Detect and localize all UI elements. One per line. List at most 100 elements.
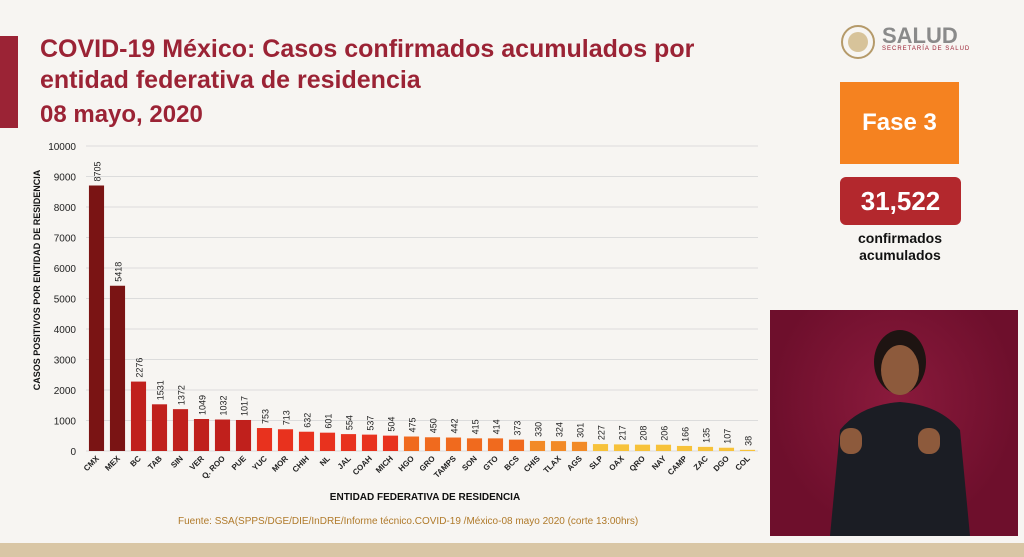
bar [529, 440, 546, 451]
value-label: 373 [513, 421, 523, 436]
value-label: 713 [282, 410, 292, 425]
value-label: 1049 [198, 395, 208, 415]
value-label: 206 [660, 426, 670, 441]
bar [214, 419, 231, 451]
bar [655, 444, 672, 451]
x-tick-label: PUE [230, 454, 248, 472]
value-label: 107 [723, 429, 733, 444]
source-note: Fuente: SSA(SPPS/DGE/DIE/InDRE/Informe t… [178, 516, 639, 527]
x-tick-label: CMX [82, 454, 101, 473]
value-label: 217 [618, 425, 628, 440]
x-tick-label: GTO [481, 454, 500, 473]
x-tick-label: ZAC [692, 454, 710, 472]
value-label: 1372 [177, 385, 187, 405]
bar [235, 419, 252, 451]
y-tick-label: 3000 [54, 356, 77, 367]
bar [676, 445, 693, 451]
value-label: 504 [387, 417, 397, 432]
value-label: 414 [492, 419, 502, 434]
x-tick-label: SLP [588, 454, 606, 472]
interpreter-silhouette-icon [830, 330, 970, 536]
title-line-1: COVID-19 México: Casos confirmados acumu… [40, 35, 695, 63]
bar [382, 435, 399, 451]
x-tick-label: AGS [565, 454, 584, 473]
bar [718, 447, 735, 451]
y-axis-label: CASOS POSITIVOS POR ENTIDAD DE RESIDENCI… [32, 169, 42, 390]
y-tick-label: 5000 [54, 295, 77, 306]
bar [613, 444, 630, 451]
bar [277, 429, 294, 451]
y-axis-ticks: 0 1000 2000 3000 4000 5000 6000 7000 8000 9000 100… [48, 142, 76, 458]
y-tick-label: 4000 [54, 325, 77, 336]
bar [634, 444, 651, 451]
bar [445, 437, 462, 451]
cases-bar-chart: 0 1000 2000 3000 4000 5000 6000 7000 8000 9000 100… [32, 142, 758, 503]
value-label: 8705 [93, 161, 103, 181]
bar [571, 441, 588, 451]
y-tick-label: 9000 [54, 173, 77, 184]
value-label: 450 [429, 418, 439, 433]
bar [424, 437, 441, 451]
total-cases-label: confirmados acumulados [840, 230, 960, 264]
bar [466, 438, 483, 451]
value-label: 537 [366, 416, 376, 431]
value-label: 208 [639, 426, 649, 441]
value-label: 753 [261, 409, 271, 424]
value-label: 2276 [135, 358, 145, 378]
x-tick-label: NAY [650, 454, 668, 472]
x-tick-label: Q. ROO [200, 454, 227, 481]
value-label: 1531 [156, 380, 166, 400]
value-label: 301 [576, 423, 586, 438]
y-tick-label: 0 [70, 447, 76, 458]
value-label: 1032 [219, 395, 229, 415]
bottom-decorative-band [0, 543, 1024, 557]
x-tick-label: TLAX [542, 454, 564, 476]
value-label: 38 [744, 436, 754, 446]
x-tick-label: CAMP [666, 454, 689, 477]
x-tick-label: NL [318, 454, 332, 468]
value-label: 166 [681, 427, 691, 442]
y-tick-label: 1000 [54, 417, 77, 428]
salud-logo-icon [841, 25, 875, 59]
bar [340, 434, 357, 451]
bar [130, 381, 147, 451]
y-tick-label: 8000 [54, 203, 77, 214]
value-label: 1017 [240, 396, 250, 416]
total-cases-badge: 31,522 [840, 177, 961, 225]
value-label: 324 [555, 422, 565, 437]
value-label: 442 [450, 418, 460, 433]
bar [697, 446, 714, 451]
x-tick-label: VER [188, 454, 206, 472]
x-tick-label: CHIS [522, 454, 542, 474]
value-label: 601 [324, 414, 334, 429]
total-label-line-1: confirmados [857, 230, 942, 246]
x-tick-label: BC [128, 454, 143, 469]
bar [550, 441, 567, 451]
bar [172, 409, 189, 451]
bar [298, 431, 315, 451]
x-tick-label: MEX [103, 454, 122, 473]
value-label: 632 [303, 413, 313, 428]
bar [487, 438, 504, 451]
logo-text: SALUD [882, 23, 958, 48]
bar [193, 419, 210, 451]
value-label: 5418 [114, 262, 124, 282]
value-label: 554 [345, 415, 355, 430]
y-tick-label: 6000 [54, 264, 77, 275]
bar [592, 444, 609, 451]
page-title: COVID-19 México: Casos confirmados acumu… [40, 34, 740, 95]
bar [109, 285, 126, 451]
x-tick-label: SON [460, 454, 479, 473]
x-tick-label: HGO [397, 454, 416, 473]
x-tick-label: CHIH [291, 454, 311, 474]
bar [361, 434, 378, 451]
x-tick-label: MOR [270, 454, 290, 474]
sign-language-interpreter-video [770, 310, 1018, 536]
x-tick-label: COL [734, 454, 752, 472]
value-labels: 8705 5418 2276 1531 1372 1049 1032 1017 753 713 63… [93, 161, 754, 445]
y-tick-label: 10000 [48, 142, 76, 153]
value-label: 415 [471, 419, 481, 434]
x-tick-label: JAL [336, 454, 353, 471]
x-tick-label: DGO [712, 454, 731, 473]
